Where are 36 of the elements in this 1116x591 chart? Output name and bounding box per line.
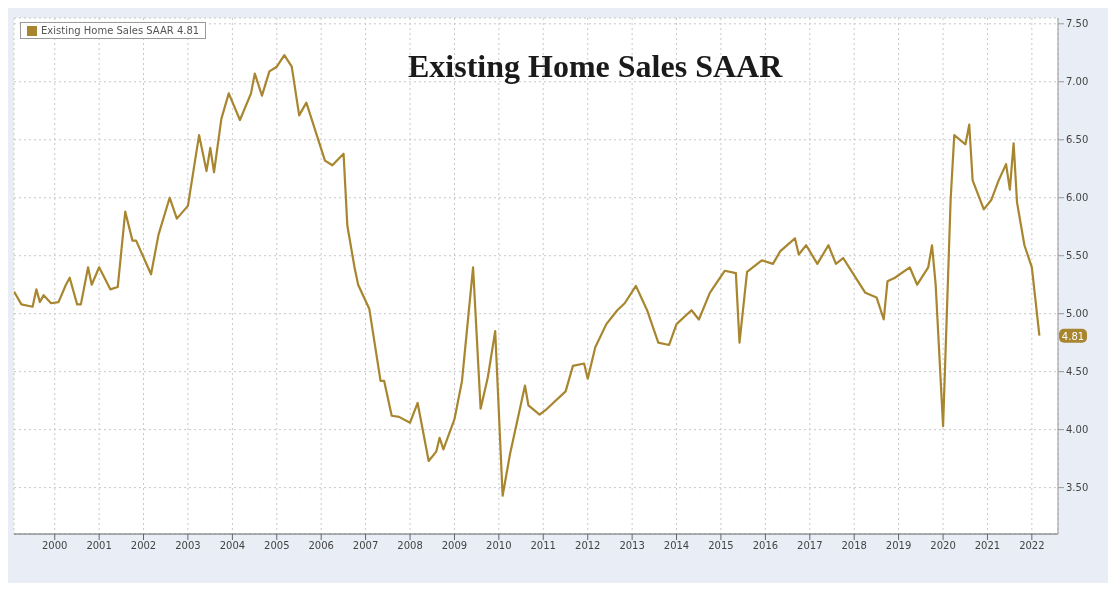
x-tick-label: 2008 xyxy=(397,540,423,552)
x-tick-label: 2003 xyxy=(175,540,201,552)
x-tick-label: 2010 xyxy=(486,540,512,552)
x-tick-label: 2009 xyxy=(441,540,468,552)
x-tick-label: 2005 xyxy=(264,540,290,552)
x-tick-label: 2016 xyxy=(752,540,779,552)
y-tick-label: 4.00 xyxy=(1066,424,1089,436)
y-tick-label: 6.50 xyxy=(1066,134,1089,146)
x-tick-label: 2011 xyxy=(530,540,556,552)
x-tick-label: 2014 xyxy=(663,540,690,552)
annotation: 4.81 xyxy=(1061,330,1085,342)
y-tick-label: 4.50 xyxy=(1066,366,1089,378)
y-tick-label: 7.00 xyxy=(1066,76,1089,88)
x-tick-label: 2020 xyxy=(930,540,956,552)
x-tick-label: 2001 xyxy=(86,540,112,552)
x-tick-label: 2004 xyxy=(219,540,246,552)
x-tick-label: 2012 xyxy=(575,540,601,552)
x-tick-label: 2000 xyxy=(42,540,68,552)
line-series xyxy=(14,54,1041,497)
x-tick-label: 2017 xyxy=(797,540,823,552)
x-tick-label: 2021 xyxy=(974,540,1001,552)
legend-label: Existing Home Sales SAAR 4.81 xyxy=(41,25,200,36)
x-tick-label: 2022 xyxy=(1019,540,1045,552)
y-tick-label: 5.50 xyxy=(1066,250,1089,262)
y-tick-label: 6.00 xyxy=(1066,192,1089,204)
x-tick-label: 2006 xyxy=(308,540,334,552)
x-tick-label: 2018 xyxy=(841,540,867,552)
y-tick-label: 3.50 xyxy=(1066,482,1089,494)
x-tick-label: 2019 xyxy=(885,540,912,552)
x-tick-label: 2002 xyxy=(130,540,157,552)
text: Existing Home Sales SAAR xyxy=(408,48,783,85)
x-tick-label: 2015 xyxy=(708,540,734,552)
y-tick-label: 7.50 xyxy=(1066,18,1089,30)
x-tick-label: 2007 xyxy=(352,540,379,552)
y-tick-label: 5.00 xyxy=(1066,308,1089,320)
x-tick-label: 2013 xyxy=(619,540,645,552)
